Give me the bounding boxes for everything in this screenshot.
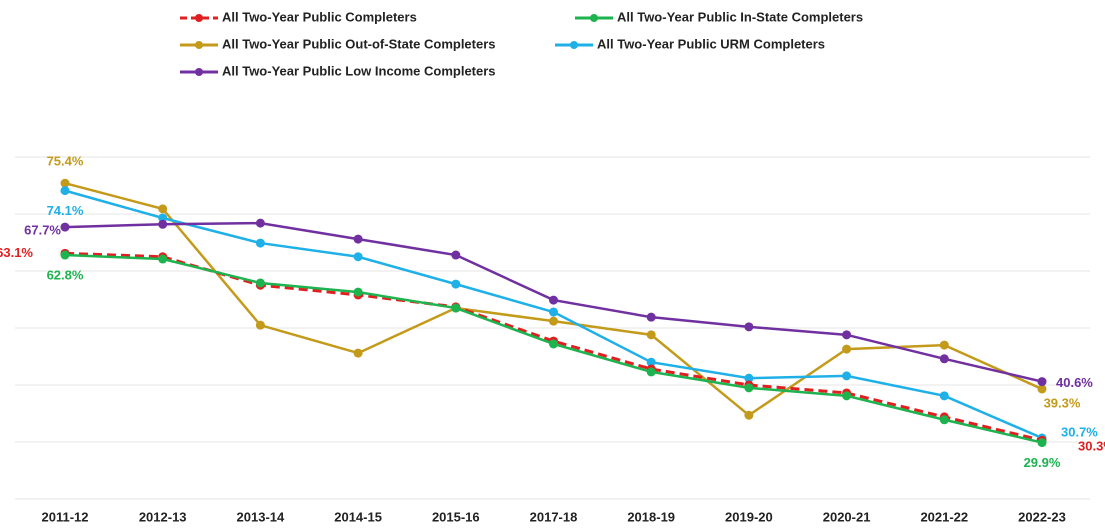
legend-marker [590,14,598,22]
data-point [744,410,754,420]
data-label: 75.4% [47,154,84,169]
data-point [744,373,754,383]
data-point [646,312,656,322]
data-point [255,278,265,288]
data-point [646,330,656,340]
legend-label: All Two-Year Public Out-of-State Complet… [222,36,496,51]
legend-marker [195,14,203,22]
data-point [744,322,754,332]
x-tick-label: 2017-18 [530,509,578,524]
data-point [939,415,949,425]
data-point [353,252,363,262]
x-tick-label: 2018-19 [627,509,675,524]
data-label: 39.3% [1044,395,1081,410]
data-point [158,254,168,264]
legend-label: All Two-Year Public In-State Completers [617,9,863,24]
data-label: 30.3% [1078,439,1105,454]
data-point [60,222,70,232]
data-point [60,250,70,260]
legend-label: All Two-Year Public URM Completers [597,36,825,51]
data-point [939,340,949,350]
data-label: 67.7% [24,223,61,238]
data-point [842,371,852,381]
data-point [451,250,461,260]
data-point [451,279,461,289]
data-point [255,218,265,228]
data-point [158,213,168,223]
data-label: 74.1% [47,203,84,218]
series-line [64,253,1043,444]
x-tick-label: 2022-23 [1018,509,1066,524]
data-point [842,344,852,354]
data-point [353,348,363,358]
data-point [158,204,168,214]
x-tick-label: 2015-16 [432,509,480,524]
series-line [64,251,1043,442]
x-tick-label: 2019-20 [725,509,773,524]
data-point [451,303,461,313]
data-label: 63.1% [0,245,33,260]
data-point [549,316,558,326]
legend-marker [195,41,203,49]
data-point [646,357,656,367]
data-point [549,339,558,349]
legend-label: All Two-Year Public Completers [222,9,417,24]
data-point [1037,377,1047,387]
data-point [255,238,265,248]
data-point [842,330,852,340]
data-label: 30.7% [1061,424,1098,439]
data-point [549,307,558,317]
legend-marker [195,68,203,76]
legend-marker [570,41,578,49]
data-point [60,178,70,188]
data-point [255,320,265,330]
data-point [353,287,363,297]
data-point [158,219,168,229]
data-point [744,383,754,393]
legend-label: All Two-Year Public Low Income Completer… [222,63,496,78]
data-point [549,295,558,305]
x-tick-label: 2012-13 [139,509,187,524]
data-point [1037,438,1047,448]
data-point [939,391,949,401]
x-tick-label: 2021-22 [920,509,968,524]
data-point [60,186,70,196]
data-label: 29.9% [1024,455,1061,470]
data-label: 40.6% [1056,375,1093,390]
x-tick-label: 2020-21 [823,509,871,524]
x-tick-label: 2013-14 [237,509,285,524]
data-point [939,354,949,364]
data-point [842,391,852,401]
data-label: 62.8% [47,267,84,282]
x-tick-label: 2014-15 [334,509,382,524]
data-point [1037,384,1047,394]
x-tick-label: 2011-12 [42,509,89,524]
data-point [353,234,363,244]
data-point [646,367,656,377]
